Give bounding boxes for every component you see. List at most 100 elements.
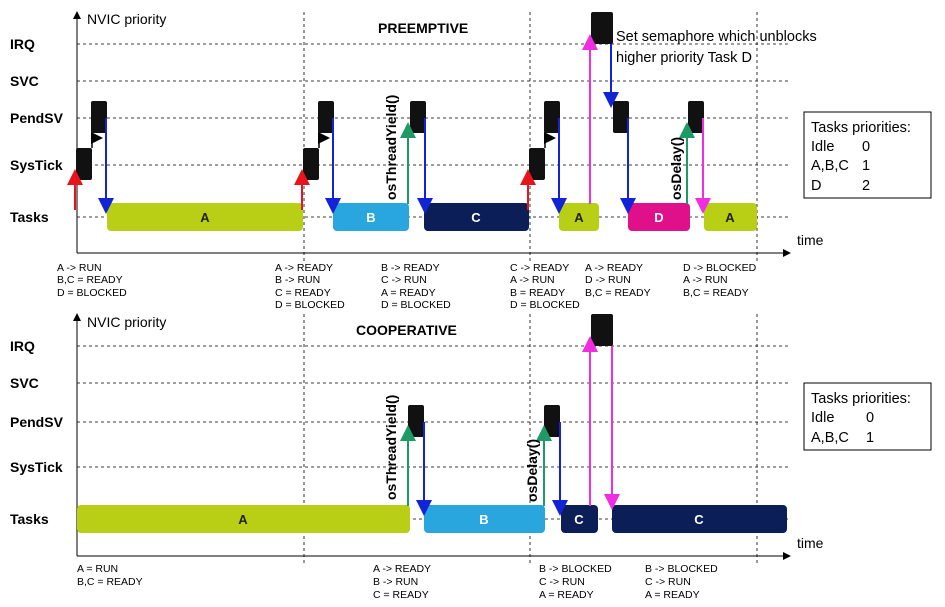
task-bar-b <box>424 505 545 533</box>
priorities-title: Tasks priorities: <box>811 391 911 407</box>
task-label-b: B <box>479 512 488 527</box>
state-note: B -> BLOCKED C -> RUN A = READY <box>539 563 612 601</box>
note-line: C -> RUN <box>539 576 585 588</box>
state-note: B -> READY C -> RUN A = READY D = BLOCKE… <box>381 262 451 311</box>
task-bar-b <box>333 203 409 231</box>
systick-isr-block <box>303 148 319 180</box>
note-line: A = READY <box>381 287 436 299</box>
note-line: D -> BLOCKED <box>683 262 757 274</box>
call-os-thread-yield: osThreadYield() <box>383 395 399 500</box>
priority-name: Idle <box>811 410 834 426</box>
task-bar-c <box>612 505 787 533</box>
row-label-systick: SysTick <box>10 157 63 173</box>
state-note: A -> READY B -> RUN C = READY D = BLOCKE… <box>275 262 345 311</box>
preemptive-section: NVIC priority time PREEMPTIVE IRQ SVC Pe… <box>10 11 932 311</box>
task-label-a: A <box>574 210 584 225</box>
state-note: A = RUN B,C = READY <box>77 563 143 588</box>
priority-name: A,B,C <box>811 158 849 174</box>
note-line: A -> RUN <box>57 262 102 274</box>
pendsv-isr-block <box>544 405 560 437</box>
pendsv-isr-block <box>544 101 560 133</box>
state-note: D -> BLOCKED A -> RUN B,C = READY <box>683 262 757 299</box>
row-label-tasks: Tasks <box>10 209 49 225</box>
pend-arrow <box>544 132 556 148</box>
note-line: B = READY <box>510 287 565 299</box>
task-label-a: A <box>200 210 210 225</box>
y-axis-label: NVIC priority <box>87 314 166 330</box>
row-label-svc: SVC <box>10 73 39 89</box>
pend-arrow <box>318 132 330 148</box>
note-line: B,C = READY <box>683 287 749 299</box>
annotation-line-1: Set semaphore which unblocks <box>616 29 817 45</box>
state-note: C -> READY A -> RUN B = READY D = BLOCKE… <box>510 262 580 311</box>
call-os-delay: osDelay() <box>668 137 684 200</box>
task-label-c: C <box>694 512 704 527</box>
call-os-delay: osDelay() <box>524 439 540 502</box>
priorities-title: Tasks priorities: <box>811 120 911 136</box>
task-bar-a <box>559 203 599 231</box>
row-label-irq: IRQ <box>10 36 35 52</box>
x-axis-label: time <box>797 535 824 551</box>
irq-isr-block <box>591 314 613 346</box>
state-note: A -> READY B -> RUN C = READY <box>373 563 431 601</box>
note-line: B,C = READY <box>57 274 123 286</box>
row-label-systick: SysTick <box>10 459 63 475</box>
task-bar-c <box>561 505 598 533</box>
task-bar-a <box>77 505 410 533</box>
row-label-pendsv: PendSV <box>10 414 64 430</box>
systick-isr-block <box>529 148 545 180</box>
task-label-a: A <box>725 210 735 225</box>
state-note: A -> READY D -> RUN B,C = READY <box>585 262 651 299</box>
irq-isr-block <box>591 12 613 44</box>
note-line: B,C = READY <box>77 576 143 588</box>
task-bar-a <box>107 203 303 231</box>
note-line: B -> READY <box>381 262 440 274</box>
task-bar-a <box>704 203 757 231</box>
note-line: D = BLOCKED <box>57 287 127 299</box>
row-label-irq: IRQ <box>10 338 35 354</box>
pendsv-isr-block <box>408 405 424 437</box>
pend-arrow <box>91 132 103 148</box>
note-line: C -> RUN <box>645 576 691 588</box>
note-line: A -> READY <box>585 262 643 274</box>
note-line: C = READY <box>275 287 331 299</box>
section-title: COOPERATIVE <box>356 322 457 338</box>
priorities-box <box>803 382 932 451</box>
state-note: A -> RUN B,C = READY D = BLOCKED <box>57 262 127 299</box>
note-line: B -> BLOCKED <box>539 563 612 575</box>
row-label-svc: SVC <box>10 375 39 391</box>
task-label-c: C <box>471 210 481 225</box>
note-line: A -> RUN <box>683 274 728 286</box>
note-line: D = BLOCKED <box>510 299 580 311</box>
priority-value: 1 <box>866 430 874 446</box>
note-line: A -> RUN <box>510 274 555 286</box>
note-line: D = BLOCKED <box>275 299 345 311</box>
annotation-line-2: higher priority Task D <box>616 50 752 66</box>
priority-value: 0 <box>862 139 870 155</box>
call-os-thread-yield: osThreadYield() <box>383 95 399 200</box>
note-line: B -> RUN <box>373 576 418 588</box>
note-line: B -> BLOCKED <box>645 563 718 575</box>
note-line: B -> RUN <box>275 274 320 286</box>
section-title: PREEMPTIVE <box>378 20 468 36</box>
note-line: C -> READY <box>510 262 569 274</box>
priority-value: 1 <box>862 158 870 174</box>
y-axis-label: NVIC priority <box>87 11 166 27</box>
task-label-a: A <box>238 512 248 527</box>
task-label-c: C <box>574 512 584 527</box>
note-line: A = RUN <box>77 563 118 575</box>
note-line: A -> READY <box>275 262 333 274</box>
systick-isr-block <box>76 148 92 180</box>
note-line: A = READY <box>645 589 700 601</box>
priority-name: Idle <box>811 139 834 155</box>
note-line: B,C = READY <box>585 287 651 299</box>
pendsv-isr-block <box>613 101 629 133</box>
pendsv-isr-block <box>91 101 107 133</box>
task-bar-c <box>424 203 529 231</box>
note-line: C = READY <box>373 589 429 601</box>
priority-name: A,B,C <box>811 430 849 446</box>
row-label-pendsv: PendSV <box>10 110 64 126</box>
cooperative-section: NVIC priority time COOPERATIVE IRQ SVC P… <box>10 313 932 601</box>
task-bar-d <box>628 203 690 231</box>
